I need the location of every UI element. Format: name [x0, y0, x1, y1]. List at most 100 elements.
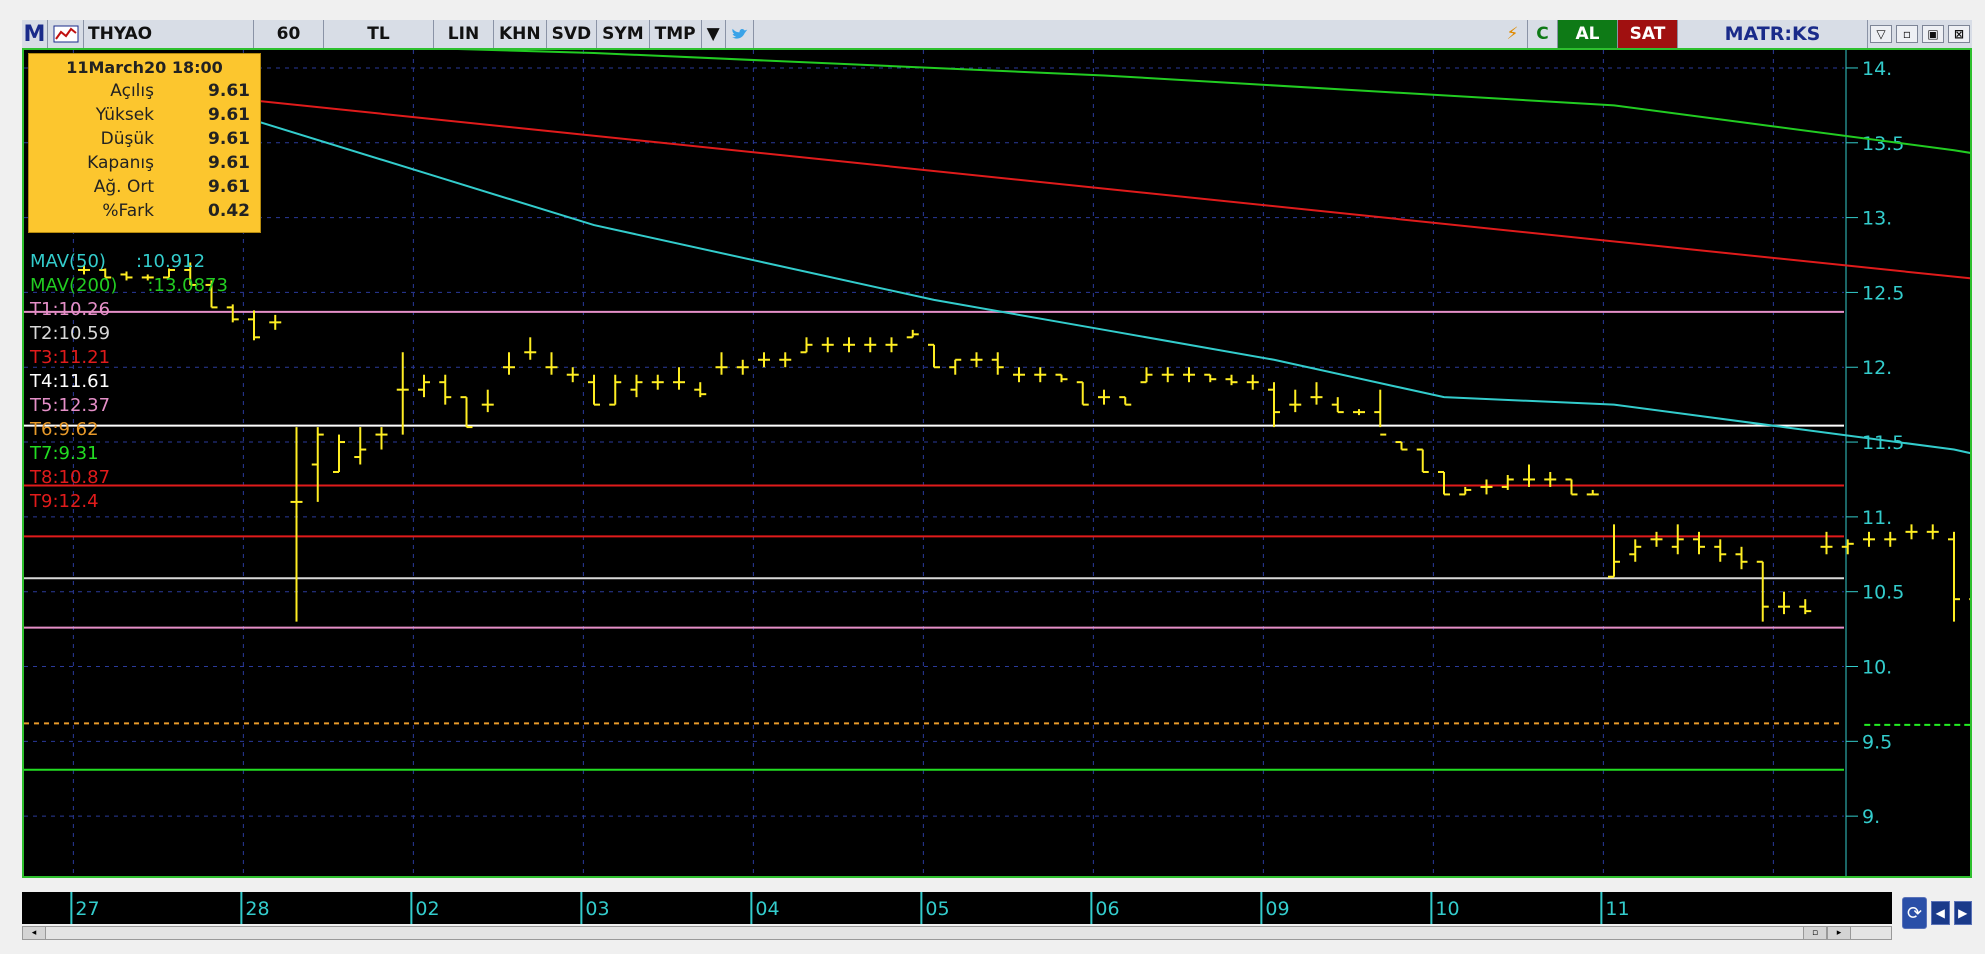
y-tick-label: 10.5 — [1862, 582, 1904, 604]
legend-item[interactable]: T7:9.31 — [30, 442, 228, 466]
sync-icon[interactable]: ⟳ — [1902, 897, 1928, 929]
info-row: Düşük 9.61 — [39, 127, 250, 151]
currency-field[interactable]: TL — [324, 20, 434, 48]
time-label: 11 — [1605, 898, 1629, 920]
restore-icon[interactable]: ▫ — [1896, 25, 1918, 43]
legend-item[interactable]: T9:12.4 — [30, 490, 228, 514]
legend-item[interactable]: MAV(200) :13.0873 — [30, 274, 228, 298]
symbol-field[interactable]: THYAO — [84, 20, 254, 48]
sym-button[interactable]: SYM — [597, 20, 650, 48]
y-tick-label: 12.5 — [1862, 282, 1904, 304]
info-label: %Fark — [102, 201, 154, 221]
y-tick-label: 11.5 — [1862, 432, 1904, 454]
chart-toolbar: M THYAO 60 TL LIN KHN SVD SYM TMP ▼ ⚡ C … — [22, 20, 1972, 49]
nav-right-icon[interactable]: ▶ — [1953, 901, 1972, 925]
legend-value: :10.912 — [135, 251, 206, 272]
time-label: 02 — [415, 898, 439, 920]
legend-text: T4:11.61 — [30, 371, 111, 392]
y-tick-label: 11. — [1862, 507, 1892, 529]
horizontal-scrollbar[interactable]: ◂ ▫ ▸ — [22, 926, 1892, 940]
info-label: Yüksek — [95, 105, 154, 125]
chart-footer: 27 28 02 03 04 05 06 09 10 11 ◂ ▫ ▸ ⟳ ◀ ▶ — [22, 880, 1972, 944]
navigation-buttons: ⟳ ◀ ▶ — [1902, 892, 1972, 934]
lin-button[interactable]: LIN — [434, 20, 494, 48]
refresh-icon[interactable]: C — [1528, 20, 1558, 48]
legend-text: T1:10.26 — [30, 299, 111, 320]
time-axis-canvas: 27 28 02 03 04 05 06 09 10 11 — [70, 892, 1630, 924]
khn-button[interactable]: KHN — [494, 20, 547, 48]
scroll-right-icon[interactable]: ▸ — [1827, 927, 1851, 939]
matriks-logo-icon[interactable]: M — [22, 20, 48, 48]
svd-button[interactable]: SVD — [547, 20, 598, 48]
maximize-icon[interactable]: ▣ — [1922, 25, 1944, 43]
sell-button[interactable]: SAT — [1618, 20, 1678, 48]
twitter-icon[interactable] — [726, 20, 754, 48]
info-label: Ağ. Ort — [93, 177, 154, 197]
legend-text: T3:11.21 — [30, 347, 111, 368]
tmp-button[interactable]: TMP — [650, 20, 702, 48]
legend-item[interactable]: T6:9.62 — [30, 418, 228, 442]
time-label: 04 — [755, 898, 779, 920]
legend-text: T6:9.62 — [30, 419, 99, 440]
legend-text: MAV(50) — [30, 251, 106, 272]
legend-text: T2:10.59 — [30, 323, 111, 344]
close-icon[interactable]: ⊠ — [1948, 25, 1970, 43]
scroll-thumb[interactable]: ▫ — [1803, 927, 1827, 939]
info-row: Yüksek 9.61 — [39, 103, 250, 127]
legend-item[interactable]: T8:10.87 — [30, 466, 228, 490]
time-label: 03 — [585, 898, 609, 920]
y-tick-label: 13.5 — [1862, 133, 1904, 155]
info-row: %Fark 0.42 — [39, 199, 250, 223]
buy-button[interactable]: AL — [1558, 20, 1618, 48]
info-label: Açılış — [110, 81, 154, 101]
legend-value: :13.0873 — [147, 275, 228, 296]
info-row: Açılış 9.61 — [39, 79, 250, 103]
info-label: Kapanış — [87, 153, 154, 173]
legend-text: T8:10.87 — [30, 467, 111, 488]
time-label: 05 — [925, 898, 949, 920]
time-label: 27 — [75, 898, 99, 920]
info-value: 9.61 — [208, 105, 250, 125]
info-value: 9.61 — [208, 81, 250, 101]
toolbar-spacer — [754, 20, 1498, 48]
series-line-mav200 — [457, 50, 1970, 154]
legend-item[interactable]: T4:11.61 — [30, 370, 228, 394]
legend-item[interactable]: T3:11.21 — [30, 346, 228, 370]
legend-item[interactable]: T1:10.26 — [30, 298, 228, 322]
period-field[interactable]: 60 — [254, 20, 324, 48]
time-label: 06 — [1095, 898, 1119, 920]
dropdown-arrow-icon[interactable]: ▼ — [702, 20, 726, 48]
info-label: Düşük — [100, 129, 154, 149]
info-value: 0.42 — [208, 201, 250, 221]
time-label: 10 — [1435, 898, 1459, 920]
legend-text: T5:12.37 — [30, 395, 111, 416]
nav-left-icon[interactable]: ◀ — [1931, 901, 1950, 925]
legend-item[interactable]: T2:10.59 — [30, 322, 228, 346]
scroll-left-icon[interactable]: ◂ — [23, 927, 46, 939]
legend-text: T9:12.4 — [30, 491, 99, 512]
legend-item[interactable]: T5:12.37 — [30, 394, 228, 418]
info-value: 9.61 — [208, 177, 250, 197]
legend-text: T7:9.31 — [30, 443, 99, 464]
flash-icon[interactable]: ⚡ — [1498, 20, 1528, 48]
y-tick-label: 9.5 — [1862, 731, 1892, 753]
info-value: 9.61 — [208, 129, 250, 149]
y-tick-label: 9. — [1862, 806, 1880, 828]
price-chart[interactable]: 14. 13.5 13. 12.5 12. 11.5 11. 10.5 10. 9.5 9. — [22, 48, 1972, 878]
minimize-icon[interactable]: ▽ — [1870, 25, 1892, 43]
chart-type-icon[interactable] — [48, 20, 84, 48]
legend-item[interactable]: MAV(50) :10.912 — [30, 250, 228, 274]
info-date: 11March20 18:00 — [66, 58, 223, 77]
series-line-red-ma — [83, 81, 1970, 280]
chart-canvas[interactable]: 14. 13.5 13. 12.5 12. 11.5 11. 10.5 10. 9.5 9. — [24, 50, 1970, 876]
y-tick-label: 12. — [1862, 357, 1892, 379]
series-line-mav50 — [83, 67, 1970, 455]
info-value: 9.61 — [208, 153, 250, 173]
ohlc-info-box: 11March20 18:00 Açılış 9.61 Yüksek 9.61 Düşü… — [28, 53, 261, 233]
brand-label: MATR:KS — [1678, 20, 1868, 48]
legend-text: MAV(200) — [30, 275, 118, 296]
time-label: 09 — [1265, 898, 1289, 920]
info-row: Kapanış 9.61 — [39, 151, 250, 175]
info-row: Ağ. Ort 9.61 — [39, 175, 250, 199]
time-axis: 27 28 02 03 04 05 06 09 10 11 — [22, 892, 1892, 924]
